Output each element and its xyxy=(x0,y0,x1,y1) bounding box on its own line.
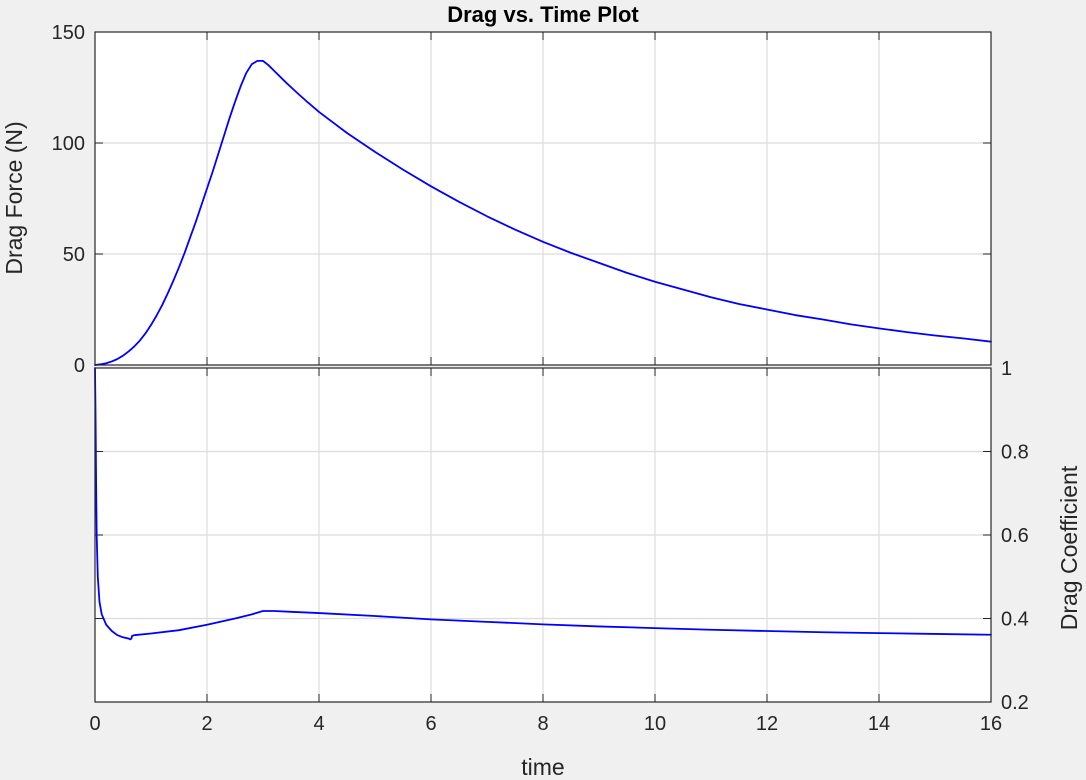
drag-force-y-tick-label: 50 xyxy=(63,244,85,266)
drag-force-axes: 0 50 100 150 Drag vs. Time Plot Drag Force … xyxy=(1,2,992,377)
drag-force-y-tick-label: 150 xyxy=(52,22,85,44)
x-tick-label: 0 xyxy=(89,713,100,735)
drag-force-axes-box xyxy=(94,31,992,366)
drag-coefficient-axes: 0 2 4 6 8 10 12 14 160.2 0.4 0.6 0.8 1 time Drag Coe… xyxy=(89,358,1082,780)
drag-force-series xyxy=(94,59,992,366)
drag-coefficient-series xyxy=(94,367,992,641)
x-tick-label: 2 xyxy=(201,713,212,735)
x-tick-label: 10 xyxy=(644,713,666,735)
x-tick-label: 12 xyxy=(756,713,778,735)
x-tick-label: 8 xyxy=(537,713,548,735)
drag-coefficient-y-tick-label: 0.4 xyxy=(1001,609,1029,631)
drag-force-ylabel: Drag Force (N) xyxy=(1,121,27,274)
drag-force-y-tick-label: 0 xyxy=(74,355,85,377)
drag-coefficient-grid xyxy=(95,368,991,702)
x-tick-label: 6 xyxy=(425,713,436,735)
chart-title: Drag vs. Time Plot xyxy=(447,2,639,27)
drag-force-tick-labels: 0 50 100 150 xyxy=(52,22,85,377)
drag-coefficient-y-tick-label: 0.8 xyxy=(1001,442,1029,464)
drag-force-y-tick-label: 100 xyxy=(52,133,85,155)
x-tick-label: 14 xyxy=(868,713,890,735)
x-tick-label: 16 xyxy=(980,713,1002,735)
x-tick-label: 4 xyxy=(313,713,324,735)
drag-coefficient-y-tick-label: 0.2 xyxy=(1001,692,1029,714)
drag-coefficient-y-tick-label: 0.6 xyxy=(1001,525,1029,547)
drag-coefficient-y-tick-label: 1 xyxy=(1001,358,1012,380)
drag-coefficient-tick-labels: 0 2 4 6 8 10 12 14 160.2 0.4 0.6 0.8 1 xyxy=(89,358,1028,735)
drag-force-series-line xyxy=(94,59,992,366)
drag-coefficient-axes-box xyxy=(94,367,992,703)
drag-force-grid xyxy=(95,32,991,365)
time-xlabel: time xyxy=(521,754,564,780)
drag-coefficient-ylabel: Drag Coefficient xyxy=(1056,465,1082,630)
drag-coefficient-series-line xyxy=(94,367,992,641)
